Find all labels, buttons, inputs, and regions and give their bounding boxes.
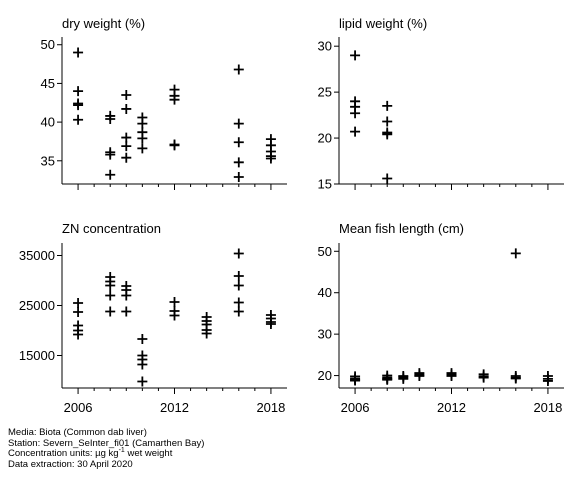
dry-weight-data-point [169, 94, 180, 105]
dry-weight-data-point [105, 114, 116, 125]
dry-weight-y-tick-label: 50 [41, 37, 55, 52]
dry-weight-title: dry weight (%) [62, 16, 145, 31]
mean-fish-length-x-tick-label: 2018 [533, 400, 562, 415]
mean-fish-length-data-point [510, 248, 521, 259]
zn-concentration-data-point [233, 306, 244, 317]
units-prefix: Concentration units: µg kg [8, 448, 119, 459]
zn-concentration-data-point [169, 297, 180, 307]
extraction-note: Data extraction: 30 April 2020 [8, 458, 133, 470]
zn-concentration-x-tick-label: 2012 [160, 400, 189, 415]
zn-concentration-data-point [233, 248, 244, 259]
zn-concentration-data-point [105, 306, 116, 317]
zn-concentration-data-point [137, 359, 148, 370]
dry-weight-y-tick-label: 35 [41, 153, 55, 168]
zn-concentration-data-point [73, 329, 84, 340]
mean-fish-length-y-tick-label: 30 [318, 327, 332, 342]
zn-concentration-y-tick-label: 35000 [19, 248, 55, 263]
mean-fish-length-data-point [478, 372, 489, 383]
dry-weight-data-point [105, 169, 116, 180]
dry-weight-data-point [137, 118, 148, 129]
mean-fish-length-y-tick-label: 20 [318, 368, 332, 383]
mean-fish-length-y-tick-label: 50 [318, 244, 332, 259]
dry-weight-data-point [121, 90, 132, 101]
zn-concentration-title: ZN concentration [62, 221, 161, 236]
dry-weight-data-point [121, 152, 132, 163]
dry-weight-y-tick-label: 45 [41, 76, 55, 91]
dry-weight-data-point [233, 172, 244, 183]
zn-concentration-data-point [73, 307, 84, 317]
lipid-weight-data-point [382, 173, 393, 184]
mean-fish-length-data-point [350, 375, 361, 386]
lipid-weight-data-point [350, 126, 361, 137]
lipid-weight-data-point [350, 50, 361, 61]
lipid-weight-data-point [350, 108, 361, 119]
dry-weight-data-point [73, 114, 84, 125]
mean-fish-length-data-point [414, 370, 425, 381]
zn-concentration-y-tick-label: 15000 [19, 348, 55, 363]
dry-weight-y-tick-label: 40 [41, 115, 55, 130]
mean-fish-length-title: Mean fish length (cm) [339, 221, 464, 236]
dry-weight-data-point [233, 118, 244, 129]
zn-concentration-data-point [121, 306, 132, 317]
dry-weight-data-point [233, 137, 244, 148]
zn-concentration-data-point [137, 334, 148, 344]
zn-concentration-data-point [169, 310, 180, 321]
mean-fish-length-data-point [542, 375, 553, 386]
dry-weight-data-point [265, 153, 276, 164]
dry-weight-data-point [121, 141, 132, 152]
zn-concentration-data-point [233, 271, 244, 281]
media-note: Media: Biota (Common dab liver) [8, 427, 147, 438]
mean-fish-length-y-tick-label: 40 [318, 285, 332, 300]
zn-concentration-data-point [233, 280, 244, 291]
lipid-weight-title: lipid weight (%) [339, 16, 427, 31]
dry-weight-data-point [121, 132, 132, 143]
zn-concentration-y-tick-label: 25000 [19, 298, 55, 313]
dry-weight-data-point [169, 140, 180, 151]
zn-concentration-data-point [137, 376, 148, 387]
dry-weight-data-point [137, 143, 148, 154]
zn-concentration-data-point [73, 298, 84, 308]
mean-fish-length-data-point [510, 373, 521, 384]
zn-concentration-data-point [105, 290, 116, 301]
zn-concentration-data-point [105, 280, 116, 291]
mean-fish-length-x-tick-label: 2012 [437, 400, 466, 415]
dry-weight-data-point [73, 47, 84, 58]
zn-concentration-data-point [201, 328, 212, 339]
zn-concentration-data-point [265, 319, 276, 329]
units-note: Concentration units: µg kg-1 wet weight [8, 446, 204, 460]
lipid-weight-y-tick-label: 30 [318, 39, 332, 54]
station-note: Station: Severn_SeInter_fi01 (Camarthen … [8, 437, 205, 449]
zn-concentration-panel: ZN concentration 15000 25000 35000 2006 2012… [19, 221, 287, 415]
dry-weight-data-point [233, 64, 244, 75]
mean-fish-length-data-point [446, 370, 457, 381]
dry-weight-data-point [137, 133, 148, 144]
zn-concentration-data-point [233, 297, 244, 308]
zn-concentration-x-tick-label: 2006 [64, 400, 93, 415]
lipid-weight-data-point [382, 100, 393, 111]
zn-concentration-data-point [121, 290, 132, 301]
lipid-weight-panel: lipid weight (%) 15 20 25 30 [318, 16, 564, 192]
mean-fish-length-x-tick-label: 2006 [341, 400, 370, 415]
mean-fish-length-data-point [398, 373, 409, 384]
dry-weight-data-point [121, 103, 132, 114]
dry-weight-data-point [105, 149, 116, 160]
units-exponent: -1 [118, 446, 125, 454]
dry-weight-data-point [233, 157, 244, 168]
lipid-weight-data-point [382, 116, 393, 127]
lipid-weight-y-tick-label: 15 [318, 177, 332, 192]
lipid-weight-y-tick-label: 20 [318, 131, 332, 146]
dry-weight-panel: dry weight (%) 35 40 45 50 [41, 16, 287, 190]
lipid-weight-y-tick-label: 25 [318, 85, 332, 100]
zn-concentration-x-tick-label: 2018 [256, 400, 285, 415]
dry-weight-data-point [73, 86, 84, 97]
mean-fish-length-panel: Mean fish length (cm) 20 30 40 50 2006 2012 20… [318, 221, 564, 415]
mean-fish-length-data-point [382, 374, 393, 385]
units-suffix: wet weight [124, 448, 173, 459]
dry-weight-data-point [73, 100, 84, 111]
lipid-weight-data-point [382, 129, 393, 140]
footer-notes: Media: Biota (Common dab liver) Station:… [8, 427, 205, 470]
